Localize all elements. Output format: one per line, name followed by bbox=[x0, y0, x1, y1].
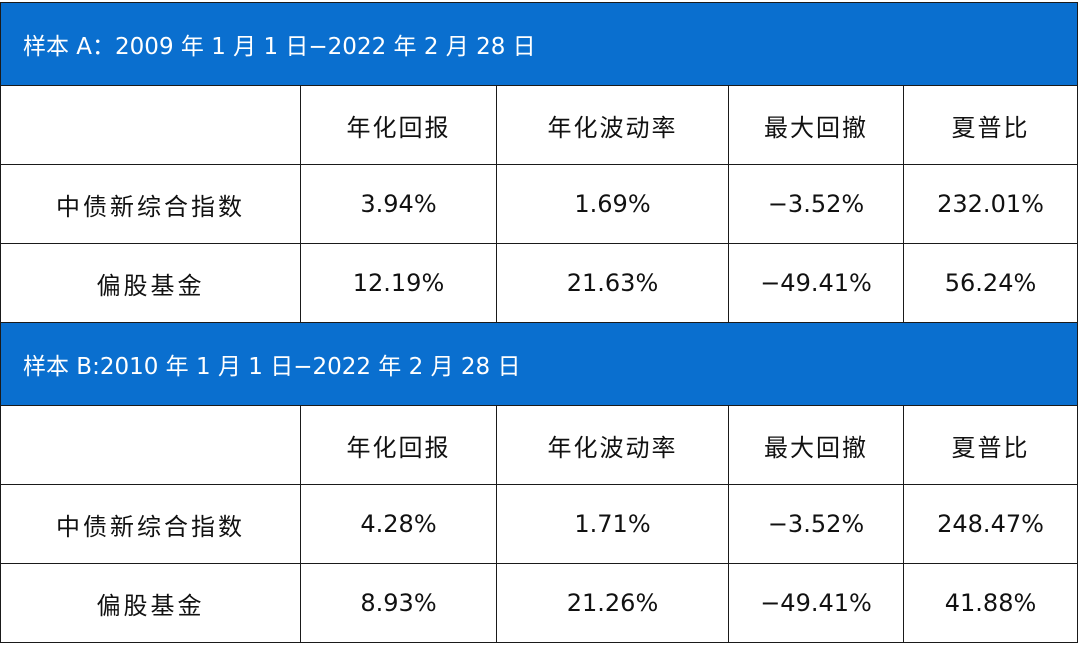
header-max-drawdown: 最大回撤 bbox=[728, 405, 904, 485]
row-name: 偏股基金 bbox=[0, 563, 301, 643]
cell-annual-return: 8.93% bbox=[300, 563, 497, 643]
cell-sharpe-ratio: 232.01% bbox=[902, 164, 1079, 244]
header-annual-volatility: 年化波动率 bbox=[496, 85, 729, 165]
table-row: 偏股基金 12.19% 21.63% −49.41% 56.24% bbox=[0, 243, 1079, 323]
row-name: 中债新综合指数 bbox=[0, 484, 301, 564]
cell-annual-return: 12.19% bbox=[300, 243, 497, 323]
section-b-header-row: 年化回报 年化波动率 最大回撤 夏普比 bbox=[0, 405, 1079, 485]
header-sharpe-ratio: 夏普比 bbox=[902, 85, 1079, 165]
header-max-drawdown: 最大回撤 bbox=[728, 85, 904, 165]
cell-annual-volatility: 1.71% bbox=[496, 484, 729, 564]
cell-sharpe-ratio: 248.47% bbox=[902, 484, 1079, 564]
cell-sharpe-ratio: 41.88% bbox=[902, 563, 1079, 643]
table-row: 中债新综合指数 4.28% 1.71% −3.52% 248.47% bbox=[0, 484, 1079, 564]
cell-max-drawdown: −3.52% bbox=[728, 164, 904, 244]
table-row: 偏股基金 8.93% 21.26% −49.41% 41.88% bbox=[0, 563, 1079, 643]
table-row: 中债新综合指数 3.94% 1.69% −3.52% 232.01% bbox=[0, 164, 1079, 244]
header-annual-volatility: 年化波动率 bbox=[496, 405, 729, 485]
header-empty-cell bbox=[0, 85, 301, 165]
header-empty-cell bbox=[0, 405, 301, 485]
cell-annual-return: 4.28% bbox=[300, 484, 497, 564]
section-a-title-row: 样本 A：2009 年 1 月 1 日−2022 年 2 月 28 日 bbox=[0, 2, 1079, 86]
cell-annual-volatility: 1.69% bbox=[496, 164, 729, 244]
row-name: 中债新综合指数 bbox=[0, 164, 301, 244]
cell-max-drawdown: −49.41% bbox=[728, 563, 904, 643]
section-a-title: 样本 A：2009 年 1 月 1 日−2022 年 2 月 28 日 bbox=[0, 2, 1079, 86]
cell-annual-volatility: 21.63% bbox=[496, 243, 729, 323]
header-annual-return: 年化回报 bbox=[300, 405, 497, 485]
cell-annual-volatility: 21.26% bbox=[496, 563, 729, 643]
cell-max-drawdown: −49.41% bbox=[728, 243, 904, 323]
header-annual-return: 年化回报 bbox=[300, 85, 497, 165]
section-a-header-row: 年化回报 年化波动率 最大回撤 夏普比 bbox=[0, 85, 1079, 165]
cell-annual-return: 3.94% bbox=[300, 164, 497, 244]
section-b-title: 样本 B:2010 年 1 月 1 日−2022 年 2 月 28 日 bbox=[0, 322, 1079, 406]
cell-sharpe-ratio: 56.24% bbox=[902, 243, 1079, 323]
header-sharpe-ratio: 夏普比 bbox=[902, 405, 1079, 485]
section-b-title-row: 样本 B:2010 年 1 月 1 日−2022 年 2 月 28 日 bbox=[0, 322, 1079, 406]
cell-max-drawdown: −3.52% bbox=[728, 484, 904, 564]
row-name: 偏股基金 bbox=[0, 243, 301, 323]
